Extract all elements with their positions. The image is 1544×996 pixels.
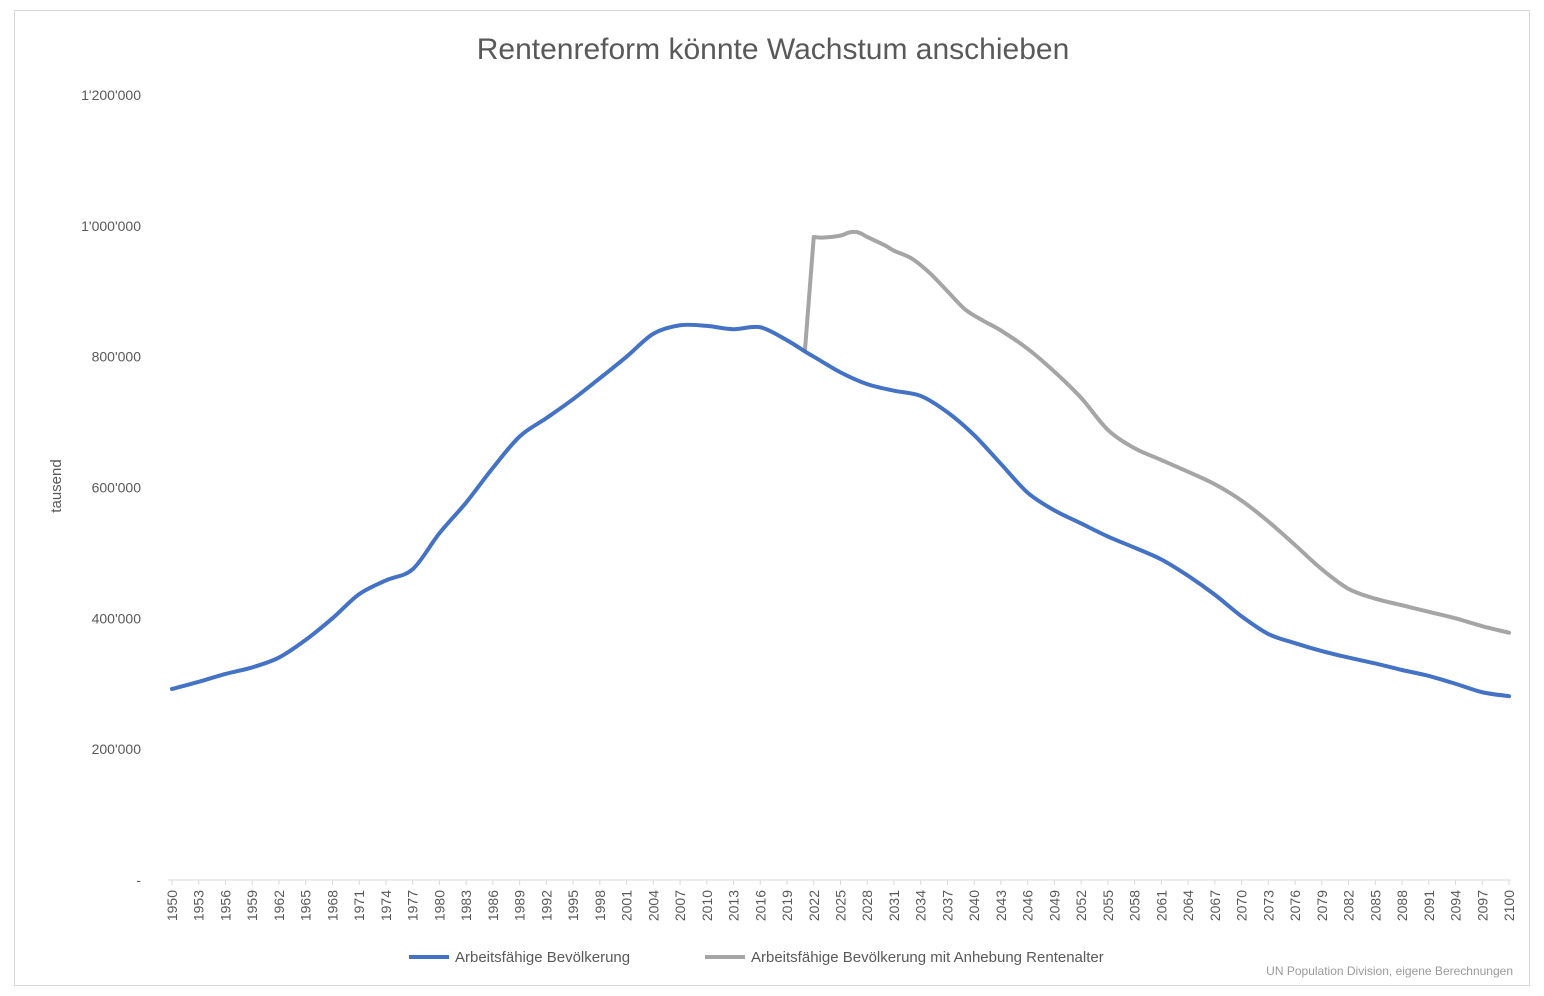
x-tick-label: 2040: [966, 890, 982, 921]
y-axis-ticks: - 200'000 400'000 600'000 800'000 1'000'000 1'…: [81, 87, 141, 888]
y-tick-label: 200'000: [92, 741, 142, 757]
legend-label-blue: Arbeitsfähige Bevölkerung: [455, 949, 630, 966]
x-tick-label: 2007: [672, 890, 688, 921]
series-line-rentenalter: [802, 229, 1511, 635]
x-tick-label: 1983: [458, 890, 474, 921]
x-tick-label: 2001: [619, 890, 635, 921]
x-tick-label: 1992: [538, 890, 554, 921]
x-tick-label: 2049: [1046, 890, 1062, 921]
x-tick-label: 1971: [351, 890, 367, 921]
y-tick-label: -: [136, 872, 141, 888]
legend: Arbeitsfähige Bevölkerung Arbeitsfähige …: [409, 949, 1104, 966]
y-tick-label: 800'000: [92, 349, 142, 365]
x-tick-label: 1950: [164, 890, 180, 921]
x-tick-label: 2082: [1341, 890, 1357, 921]
x-tick-label: 2022: [806, 890, 822, 921]
x-tick-label: 2031: [886, 890, 902, 921]
x-tick-label: 2094: [1448, 890, 1464, 921]
legend-label-gray: Arbeitsfähige Bevölkerung mit Anhebung R…: [751, 949, 1104, 966]
y-tick-label: 1'200'000: [81, 87, 141, 103]
x-tick-label: 2028: [859, 890, 875, 921]
x-tick-label: 2058: [1127, 890, 1143, 921]
x-tick-label: 2100: [1501, 890, 1517, 921]
chart-title: Rentenreform könnte Wachstum anschieben: [477, 33, 1070, 66]
y-tick-label: 600'000: [92, 480, 142, 496]
series-line-arbeitsfaehige: [170, 322, 1511, 699]
x-tick-label: 1998: [592, 890, 608, 921]
x-tick-label: 1965: [298, 890, 314, 921]
x-tick-label: 2013: [726, 890, 742, 921]
x-tick-label: 1959: [244, 890, 260, 921]
x-tick-label: 2025: [833, 890, 849, 921]
x-tick-label: 2097: [1474, 890, 1490, 921]
x-tick-label: 2091: [1421, 890, 1437, 921]
x-tick-label: 2016: [752, 890, 768, 921]
chart-frame: Rentenreform könnte Wachstum anschieben …: [14, 10, 1530, 986]
x-axis-ticks: 1950 1953 1956 1959 1962 1965 1968 1971 1974 1977…: [164, 880, 1517, 921]
x-tick-label: 2067: [1207, 890, 1223, 921]
y-axis-label: tausend: [48, 459, 65, 512]
y-tick-label: 1'000'000: [81, 218, 141, 234]
x-tick-label: 2004: [645, 890, 661, 921]
series-layer: [170, 229, 1511, 699]
x-tick-label: 2085: [1367, 890, 1383, 921]
y-tick-label: 400'000: [92, 610, 142, 626]
x-tick-label: 2055: [1100, 890, 1116, 921]
source-note: UN Population Division, eigene Berechnun…: [1266, 964, 1513, 978]
x-tick-label: 2088: [1394, 890, 1410, 921]
x-tick-label: 1980: [431, 890, 447, 921]
x-tick-label: 1968: [324, 890, 340, 921]
x-tick-label: 2034: [913, 890, 929, 921]
x-tick-label: 2061: [1153, 890, 1169, 921]
x-tick-label: 2079: [1314, 890, 1330, 921]
x-tick-label: 1962: [271, 890, 287, 921]
x-tick-label: 1953: [191, 890, 207, 921]
x-tick-label: 1977: [405, 890, 421, 921]
x-tick-label: 1956: [217, 890, 233, 921]
x-tick-label: 2010: [699, 890, 715, 921]
x-tick-label: 1989: [512, 890, 528, 921]
x-tick-label: 2037: [939, 890, 955, 921]
x-tick-label: 2073: [1260, 890, 1276, 921]
x-tick-label: 2052: [1073, 890, 1089, 921]
x-tick-label: 1974: [378, 890, 394, 921]
x-tick-label: 2019: [779, 890, 795, 921]
x-tick-label: 2076: [1287, 890, 1303, 921]
x-tick-label: 1986: [485, 890, 501, 921]
x-tick-label: 2070: [1234, 890, 1250, 921]
x-tick-label: 2046: [1020, 890, 1036, 921]
line-chart: Rentenreform könnte Wachstum anschieben …: [48, 33, 1517, 978]
x-tick-label: 1995: [565, 890, 581, 921]
x-tick-label: 2064: [1180, 890, 1196, 921]
x-tick-label: 2043: [993, 890, 1009, 921]
